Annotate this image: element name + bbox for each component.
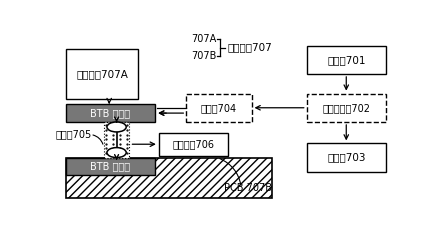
Text: 定向耦合器702: 定向耦合器702 [322, 103, 370, 113]
Bar [104, 122, 130, 158]
Text: PCB 707B: PCB 707B [224, 183, 272, 193]
Circle shape [107, 122, 126, 132]
Text: BTB 连接器: BTB 连接器 [91, 161, 131, 171]
Text: 707B: 707B [191, 51, 217, 61]
Text: BTB 连接器: BTB 连接器 [91, 108, 131, 118]
Bar [159, 133, 227, 156]
Bar [66, 158, 272, 198]
Circle shape [107, 148, 126, 158]
Text: 测试板705: 测试板705 [56, 129, 92, 140]
Text: 信号源701: 信号源701 [327, 55, 365, 65]
Text: 功率计703: 功率计703 [327, 152, 365, 163]
Text: 吸收负载706: 吸收负载706 [172, 139, 214, 149]
Bar [307, 143, 386, 172]
Text: 摄像模块707A: 摄像模块707A [76, 69, 128, 79]
Bar [307, 94, 386, 122]
Bar [66, 49, 138, 99]
Text: 终端设备707: 终端设备707 [227, 42, 272, 52]
Bar [307, 46, 386, 74]
Bar [66, 104, 155, 122]
Text: 707A: 707A [191, 34, 217, 44]
Bar [186, 94, 252, 122]
Text: 功分器704: 功分器704 [201, 103, 237, 113]
Bar [66, 158, 155, 175]
